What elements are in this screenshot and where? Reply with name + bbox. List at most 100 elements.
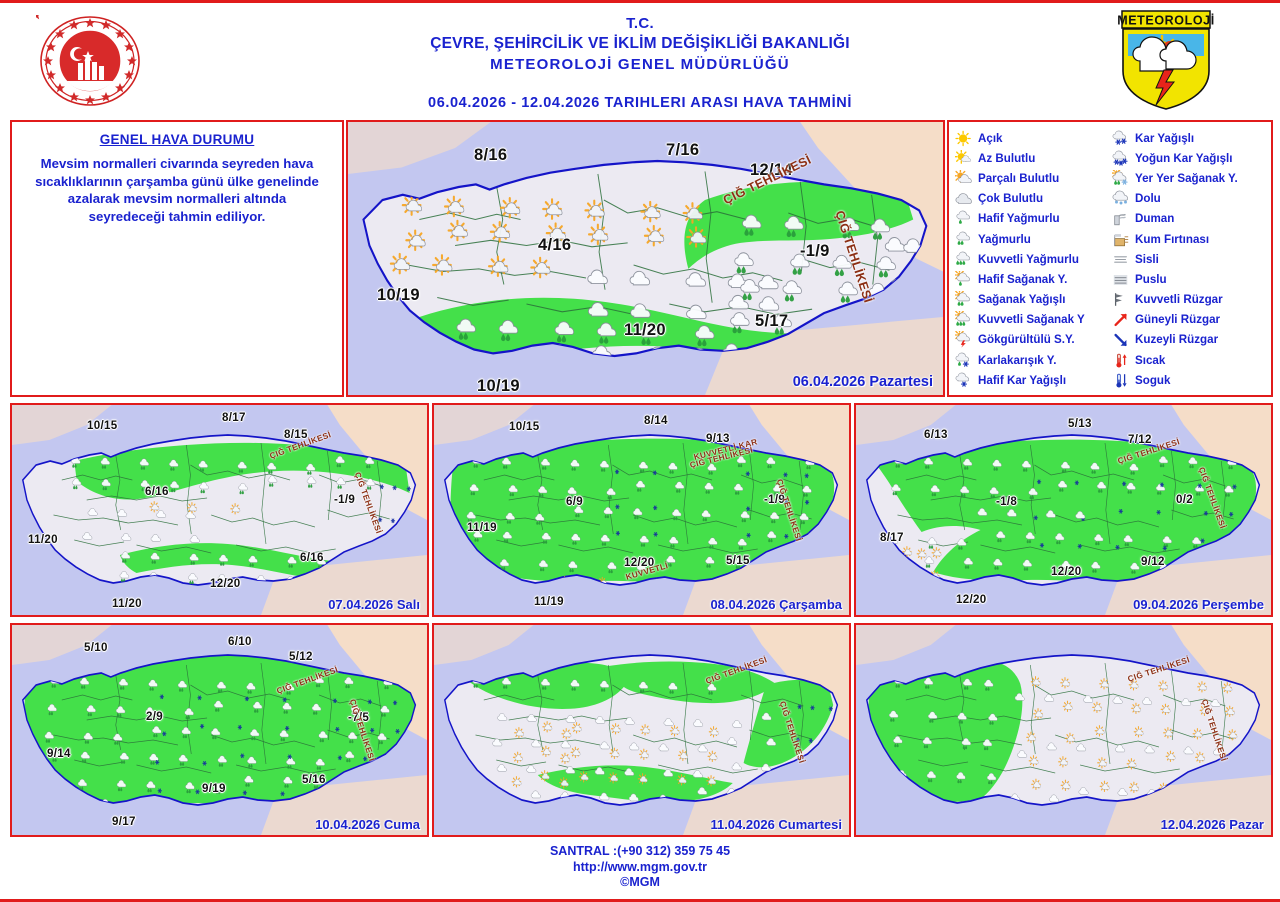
legend-label: Sağanak Yağışlı — [978, 293, 1066, 307]
temperature-label: 5/10 — [84, 641, 108, 654]
map-date-saturday: 11.04.2026 Cumartesi — [710, 817, 842, 832]
temperature-label: 9/17 — [112, 815, 136, 828]
temperature-label: 2/9 — [146, 710, 164, 723]
temperature-label: 9/19 — [202, 782, 226, 795]
temperature-label: 6/9 — [566, 495, 584, 508]
legend-item-thunderstorm: Gökgürültülü S.Y. — [953, 329, 1110, 350]
ministry-emblem-icon — [36, 15, 140, 106]
sandstorm-icon — [1112, 231, 1130, 248]
forecast-map-monday[interactable]: 06.04.2026 Pazartesi 8/16 7/16 12/14 4/16 -1… — [346, 120, 945, 397]
legend-label: Kuvvetli Yağmurlu — [978, 252, 1079, 266]
sleet-icon — [955, 352, 973, 369]
heavy-snow-icon — [1112, 150, 1130, 167]
legend-item-south-wind-arrow: Güneyli Rüzgar — [1112, 310, 1267, 330]
legend-item-scattered-shower: Yer Yer Sağanak Y. — [1110, 167, 1267, 188]
temperature-label: 4/16 — [538, 236, 572, 254]
legend-label: Parçalı Bulutlu — [978, 171, 1060, 185]
page-footer: SANTRAL :(+90 312) 359 75 45 http://www.… — [0, 844, 1280, 891]
forecast-map-tuesday[interactable]: 07.04.2026 Salı 10/15 8/17 8/15 6/16 -1/9 11/… — [10, 403, 429, 617]
legend-label: Çok Bulutlu — [978, 192, 1044, 206]
temperature-label: 9/12 — [1141, 555, 1165, 568]
temperature-label: 12/20 — [1051, 565, 1082, 578]
legend-item-north-wind-arrow: Kuzeyli Rüzgar — [1112, 330, 1267, 350]
summary-text: Mevsim normalleri civarında seyreden hav… — [35, 156, 319, 224]
temperature-label: 6/16 — [145, 485, 169, 498]
legend-item-hot-thermometer: Sıcak — [1112, 350, 1267, 370]
legend-label: Puslu — [1135, 272, 1167, 286]
legend-column-right: Kar Yağışlı Yoğun Kar Yağışlı Yer Yer Sağa… — [1110, 128, 1267, 390]
map-canvas-sunday — [856, 625, 1271, 835]
legend-item-sun-cloud: Parçalı Bulutlu — [953, 168, 1110, 188]
weather-symbol-legend-panel: Açık Az Bulutlu Parçalı Bulutlu Çok Bulutlu… — [947, 120, 1273, 397]
legend-label: Hafif Yağmurlu — [978, 212, 1060, 226]
north-wind-arrow-icon — [1112, 331, 1130, 348]
legend-item-heavy-rain: Kuvvetli Yağmurlu — [955, 249, 1110, 269]
footer-url[interactable]: http://www.mgm.gov.tr — [572, 859, 707, 874]
temperature-label: 9/14 — [47, 747, 71, 760]
thunderstorm-icon — [953, 329, 973, 349]
legend-item-cold-thermometer: Soguk — [1112, 370, 1267, 390]
map-canvas-friday — [12, 625, 427, 835]
temperature-label: 11/20 — [624, 321, 666, 339]
legend-item-light-snow: Hafif Kar Yağışlı — [955, 370, 1110, 390]
light-rain-icon — [955, 210, 973, 227]
forecast-map-wednesday[interactable]: 08.04.2026 Çarşamba 10/15 8/14 9/13 6/9 -1/9… — [432, 403, 851, 617]
forecast-map-sunday[interactable]: 12.04.2026 Pazar ÇIĞ TEHLİKESİ ÇIĞ TEHLİK… — [854, 623, 1273, 837]
heavy-rain-icon — [955, 251, 973, 268]
legend-item-light-shower: Hafif Sağanak Y. — [953, 269, 1110, 289]
legend-label: Sisli — [1135, 252, 1159, 266]
general-weather-summary-panel: GENEL HAVA DURUMU Mevsim normalleri civa… — [10, 120, 344, 397]
temperature-label: 10/15 — [509, 420, 540, 433]
legend-item-strong-wind: Kuvvetli Rüzgar — [1112, 290, 1267, 310]
legend-item-snow: Kar Yağışlı — [1112, 128, 1267, 148]
header-date-range: 06.04.2026 - 12.04.2026 TARIHLERI ARASI … — [428, 95, 852, 111]
legend-item-heavy-snow: Yoğun Kar Yağışlı — [1112, 148, 1267, 168]
temperature-label: 0/2 — [1176, 493, 1194, 506]
cloud-icon — [955, 190, 973, 207]
temperature-label: 12/20 — [210, 577, 241, 590]
temperature-label: 9/13 — [706, 432, 730, 445]
map-canvas-wednesday — [434, 405, 849, 615]
svg-text:METEOROLOJİ: METEOROLOJİ — [1118, 13, 1214, 28]
legend-column-left: Açık Az Bulutlu Parçalı Bulutlu Çok Bulutlu… — [953, 128, 1110, 390]
temperature-label: 6/10 — [228, 635, 252, 648]
legend-label: Soguk — [1135, 373, 1171, 387]
temperature-label: 11/20 — [28, 533, 58, 546]
legend-label: Hafif Kar Yağışlı — [978, 373, 1067, 387]
legend-label: Karlakarışık Y. — [978, 353, 1057, 367]
temperature-label: 10/19 — [477, 377, 520, 395]
forecast-map-friday[interactable]: 10.04.2026 Cuma 5/10 6/10 5/12 2/9 -7/5 9/14 5… — [10, 623, 429, 837]
fog-icon — [1112, 251, 1130, 268]
forecast-map-saturday[interactable]: 11.04.2026 Cumartesi ÇIĞ TEHLİKESİ ÇIĞ TE… — [432, 623, 851, 837]
page-header: T.C. ÇEVRE, ŞEHİRCİLİK VE İKLİM DEĞİŞİKL… — [0, 3, 1280, 118]
temperature-label: -7/5 — [348, 711, 370, 724]
map-canvas-monday — [348, 122, 943, 395]
scattered-shower-icon — [1110, 167, 1130, 187]
light-shower-icon — [953, 269, 973, 288]
legend-label: Az Bulutlu — [978, 151, 1036, 165]
map-canvas-tuesday — [12, 405, 427, 615]
temperature-label: 5/17 — [755, 312, 789, 330]
cold-thermometer-icon — [1112, 372, 1130, 389]
mgm-logo-icon: METEOROLOJİ — [1118, 10, 1214, 110]
temperature-label: 6/13 — [924, 428, 948, 441]
temperature-label: 6/16 — [300, 551, 324, 564]
light-snow-icon — [955, 372, 973, 389]
temperature-label: 8/15 — [284, 428, 308, 441]
legend-label: Duman — [1135, 212, 1175, 226]
temperature-label: 5/12 — [289, 650, 313, 663]
header-titles: T.C. ÇEVRE, ŞEHİRCİLİK VE İKLİM DEĞİŞİKL… — [0, 15, 1280, 111]
legend-label: Açık — [978, 131, 1003, 145]
haze-icon — [1112, 271, 1130, 288]
forecast-map-thursday[interactable]: 09.04.2026 Perşembe 5/13 6/13 7/12 -1/8 0/2 8… — [854, 403, 1273, 617]
temperature-label: -1/8 — [996, 495, 1018, 508]
temperature-label: 12/14 — [750, 161, 793, 179]
legend-item-sleet: Karlakarışık Y. — [955, 350, 1110, 370]
temperature-label: -1/9 — [800, 242, 830, 260]
legend-item-hail: Dolu — [1112, 189, 1267, 209]
map-date-monday: 06.04.2026 Pazartesi — [792, 374, 933, 390]
map-date-friday: 10.04.2026 Cuma — [315, 817, 420, 832]
temperature-label: 11/19 — [467, 521, 497, 534]
legend-label: Kar Yağışlı — [1135, 131, 1195, 145]
temperature-label: 7/16 — [666, 141, 700, 159]
